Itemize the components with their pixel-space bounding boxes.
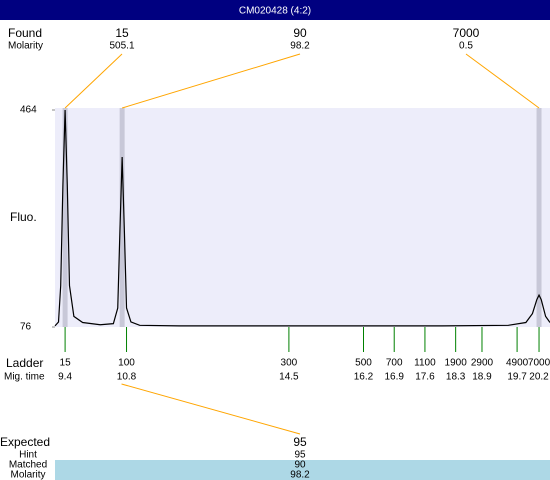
found-molarity: 0.5 [459, 41, 473, 52]
expected-row-value: 95 [294, 450, 306, 461]
ladder-time: 20.2 [529, 372, 549, 383]
expected-row-value: 98.2 [290, 470, 310, 480]
found-molarity: 505.1 [109, 41, 134, 52]
expected-connector [121, 383, 301, 435]
ladder-size: 1900 [445, 358, 468, 369]
ladder-size: 7000 [528, 358, 550, 369]
expected-row-label: Hint [19, 450, 37, 461]
ladder-label: Ladder [6, 356, 43, 370]
y-axis-label: Fluo. [10, 210, 37, 224]
ladder-size: 300 [281, 358, 298, 369]
found-label: Found [8, 26, 42, 40]
peak-connector [64, 53, 123, 109]
ladder-time: 9.4 [58, 372, 72, 383]
ladder-time: 14.5 [279, 372, 299, 383]
found-size: 7000 [453, 26, 480, 40]
expected-row-value: 90 [294, 460, 306, 471]
y-tick-label: 76 [20, 322, 32, 333]
peak-band [536, 108, 542, 327]
peak-connector [121, 53, 301, 109]
found-size: 90 [293, 26, 307, 40]
ladder-size: 100 [118, 358, 135, 369]
ladder-time: 19.7 [507, 372, 527, 383]
ladder-time: 16.9 [384, 372, 404, 383]
ladder-time: 17.6 [415, 372, 435, 383]
ladder-time: 18.3 [446, 372, 466, 383]
ladder-time: 16.2 [354, 372, 374, 383]
ladder-sublabel: Mig. time [4, 372, 45, 383]
header-title: CM020428 (4:2) [239, 6, 311, 17]
ladder-time: 10.8 [117, 372, 137, 383]
peak-band [62, 108, 68, 327]
ladder-size: 700 [386, 358, 403, 369]
trace [54, 109, 550, 327]
ladder-size: 2900 [471, 358, 494, 369]
peak-band [119, 108, 125, 327]
expected-label: Expected [0, 435, 50, 449]
expected-value: 95 [293, 435, 307, 449]
matched-band [55, 460, 550, 480]
header-bar [0, 0, 550, 20]
y-tick-label: 464 [20, 105, 37, 116]
expected-row-label: Matched [9, 460, 47, 471]
ladder-size: 15 [60, 358, 72, 369]
ladder-time: 18.9 [472, 372, 492, 383]
found-size: 15 [115, 26, 129, 40]
found-sublabel: Molarity [8, 41, 43, 52]
ladder-size: 500 [355, 358, 372, 369]
found-molarity: 98.2 [290, 41, 310, 52]
peak-connector [465, 53, 540, 109]
ladder-size: 4900 [506, 358, 529, 369]
ladder-size: 1100 [414, 358, 436, 369]
plot-area [55, 108, 550, 327]
expected-row-label: Molarity [10, 470, 45, 480]
